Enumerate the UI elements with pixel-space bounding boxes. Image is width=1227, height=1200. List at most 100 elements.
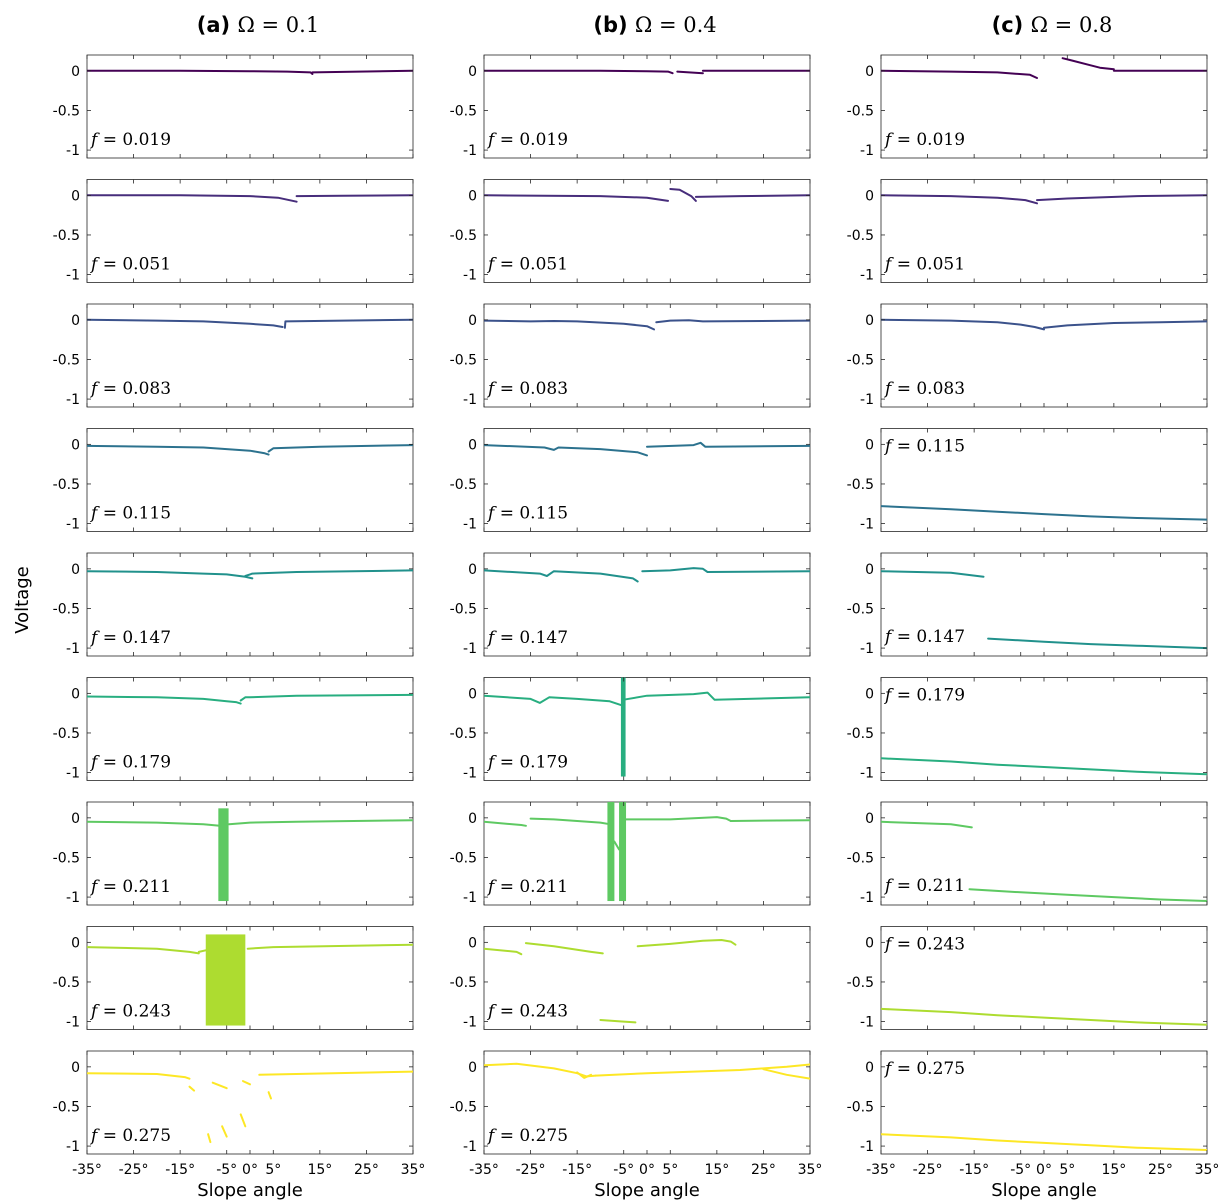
- y-tick-label: -0.5: [450, 726, 477, 742]
- f-symbol: f: [486, 628, 497, 648]
- y-tick-label: 0: [468, 64, 477, 80]
- plot-area: [484, 1062, 810, 1080]
- y-tick-label: -0.5: [450, 103, 477, 119]
- y-tick-label: -0.5: [53, 103, 80, 119]
- y-tick-label: 0: [71, 811, 80, 827]
- y-tick-label: -1: [463, 392, 477, 408]
- panel-r7-c2: 0 -0.5 -1 f = 0.211: [450, 801, 811, 906]
- plot-area: [87, 318, 413, 329]
- panel-r2-c2: 0 -0.5 -1 f = 0.051: [450, 179, 811, 284]
- panel-r4-c2: 0 -0.5 -1 f = 0.115: [450, 428, 811, 533]
- f-symbol: f: [89, 753, 100, 773]
- y-tick-label: -0.5: [53, 601, 80, 617]
- f-label: f = 0.051: [883, 255, 965, 275]
- y-tick-label: -1: [463, 143, 477, 159]
- series-line: [87, 318, 284, 328]
- x-tick-label: 5°: [1059, 1162, 1075, 1178]
- panel-r1-c2: 0 -0.5 -1 f = 0.019: [450, 54, 811, 159]
- series-line: [669, 188, 697, 202]
- f-value: = 0.243: [97, 1002, 171, 1022]
- x-tick-label: -5°: [216, 1162, 237, 1178]
- plot-area: [881, 505, 1207, 521]
- y-tick-label: -0.5: [450, 601, 477, 617]
- panel-r5-c3: 0 -0.5 -1 f = 0.147: [847, 552, 1208, 657]
- series-line: [267, 444, 413, 453]
- f-symbol: f: [89, 130, 100, 150]
- x-tick-label: 35°: [401, 1162, 426, 1178]
- x-tick-label: -35°: [469, 1162, 499, 1178]
- series-line: [484, 947, 523, 956]
- y-tick-label: 0: [71, 935, 80, 951]
- f-symbol: f: [486, 504, 497, 524]
- f-symbol: f: [89, 1126, 100, 1146]
- f-value: = 0.147: [97, 628, 171, 648]
- f-symbol: f: [883, 437, 894, 457]
- y-tick-label: -0.5: [847, 726, 874, 742]
- f-symbol: f: [883, 876, 894, 896]
- f-value: = 0.243: [891, 935, 965, 955]
- plot-area: [87, 569, 413, 580]
- f-label: f = 0.115: [486, 504, 568, 524]
- panel-r4-c3: 0 -0.5 -1 f = 0.115: [847, 428, 1208, 533]
- x-tick-label: -15°: [562, 1162, 592, 1178]
- y-tick-label: 0: [468, 562, 477, 578]
- y-tick-label: 0: [865, 64, 874, 80]
- series-line: [239, 693, 413, 702]
- series-line: [197, 949, 207, 953]
- series-line: [484, 694, 623, 707]
- series-line: [881, 1133, 1207, 1151]
- series-line: [636, 939, 737, 948]
- y-tick-label: -1: [463, 517, 477, 533]
- column-title-prefix: (a): [197, 13, 238, 37]
- series-line: [594, 1063, 810, 1077]
- x-axis-labels: Slope angle Slope angle Slope angle: [197, 1180, 1097, 1200]
- series-line: [881, 570, 985, 578]
- plot-area: [87, 693, 413, 705]
- panel-r1-c3: 0 -0.5 -1 f = 0.019: [847, 54, 1208, 159]
- series-line: [1061, 57, 1115, 71]
- f-value: = 0.019: [494, 130, 568, 150]
- y-tick-label: -1: [66, 517, 80, 533]
- f-symbol: f: [486, 255, 497, 275]
- panel-r7-c3: 0 -0.5 -1 f = 0.211: [847, 801, 1208, 906]
- series-line: [484, 444, 648, 457]
- f-symbol: f: [486, 379, 497, 399]
- panel-r6-c1: 0 -0.5 -1 f = 0.179: [53, 677, 414, 782]
- y-tick-label: 0: [468, 811, 477, 827]
- y-tick-label: 0: [468, 1060, 477, 1076]
- plot-area: [87, 808, 413, 902]
- f-label: f = 0.179: [883, 686, 965, 706]
- f-symbol: f: [883, 255, 894, 275]
- axes-frame: [86, 926, 414, 1030]
- series-line: [1036, 194, 1207, 202]
- series-line: [87, 946, 200, 955]
- y-tick-label: -1: [463, 268, 477, 284]
- series-line: [881, 505, 1207, 521]
- column-titles: (a) Ω = 0.1 (b) Ω = 0.4 (c) Ω = 0.8: [197, 13, 1113, 37]
- y-tick-label: -0.5: [847, 352, 874, 368]
- x-tick-label: -25°: [119, 1162, 149, 1178]
- series-line: [87, 69, 314, 75]
- f-label: f = 0.275: [486, 1126, 568, 1146]
- f-label: f = 0.147: [89, 628, 171, 648]
- y-tick-label: -0.5: [847, 975, 874, 991]
- y-tick-label: -0.5: [847, 477, 874, 493]
- x-tick-label: 35°: [798, 1162, 823, 1178]
- y-tick-label: -1: [66, 890, 80, 906]
- axes-frame: [880, 552, 1208, 657]
- series-line: [221, 1125, 228, 1138]
- y-tick-label: -1: [860, 392, 874, 408]
- y-tick-label: -1: [860, 268, 874, 284]
- y-tick-label: -0.5: [53, 228, 80, 244]
- f-value: = 0.275: [97, 1126, 171, 1146]
- f-symbol: f: [89, 1002, 100, 1022]
- oscillation-band: [218, 808, 229, 902]
- series-line: [576, 1071, 593, 1079]
- y-tick-label: -1: [860, 517, 874, 533]
- y-tick-label: 0: [468, 188, 477, 204]
- panel-r8-c3: 0 -0.5 -1 f = 0.243: [847, 926, 1208, 1031]
- plot-area: [881, 57, 1207, 79]
- f-symbol: f: [883, 935, 894, 955]
- panel-r6-c3: 0 -0.5 -1 f = 0.179: [847, 677, 1208, 782]
- f-value: = 0.147: [494, 628, 568, 648]
